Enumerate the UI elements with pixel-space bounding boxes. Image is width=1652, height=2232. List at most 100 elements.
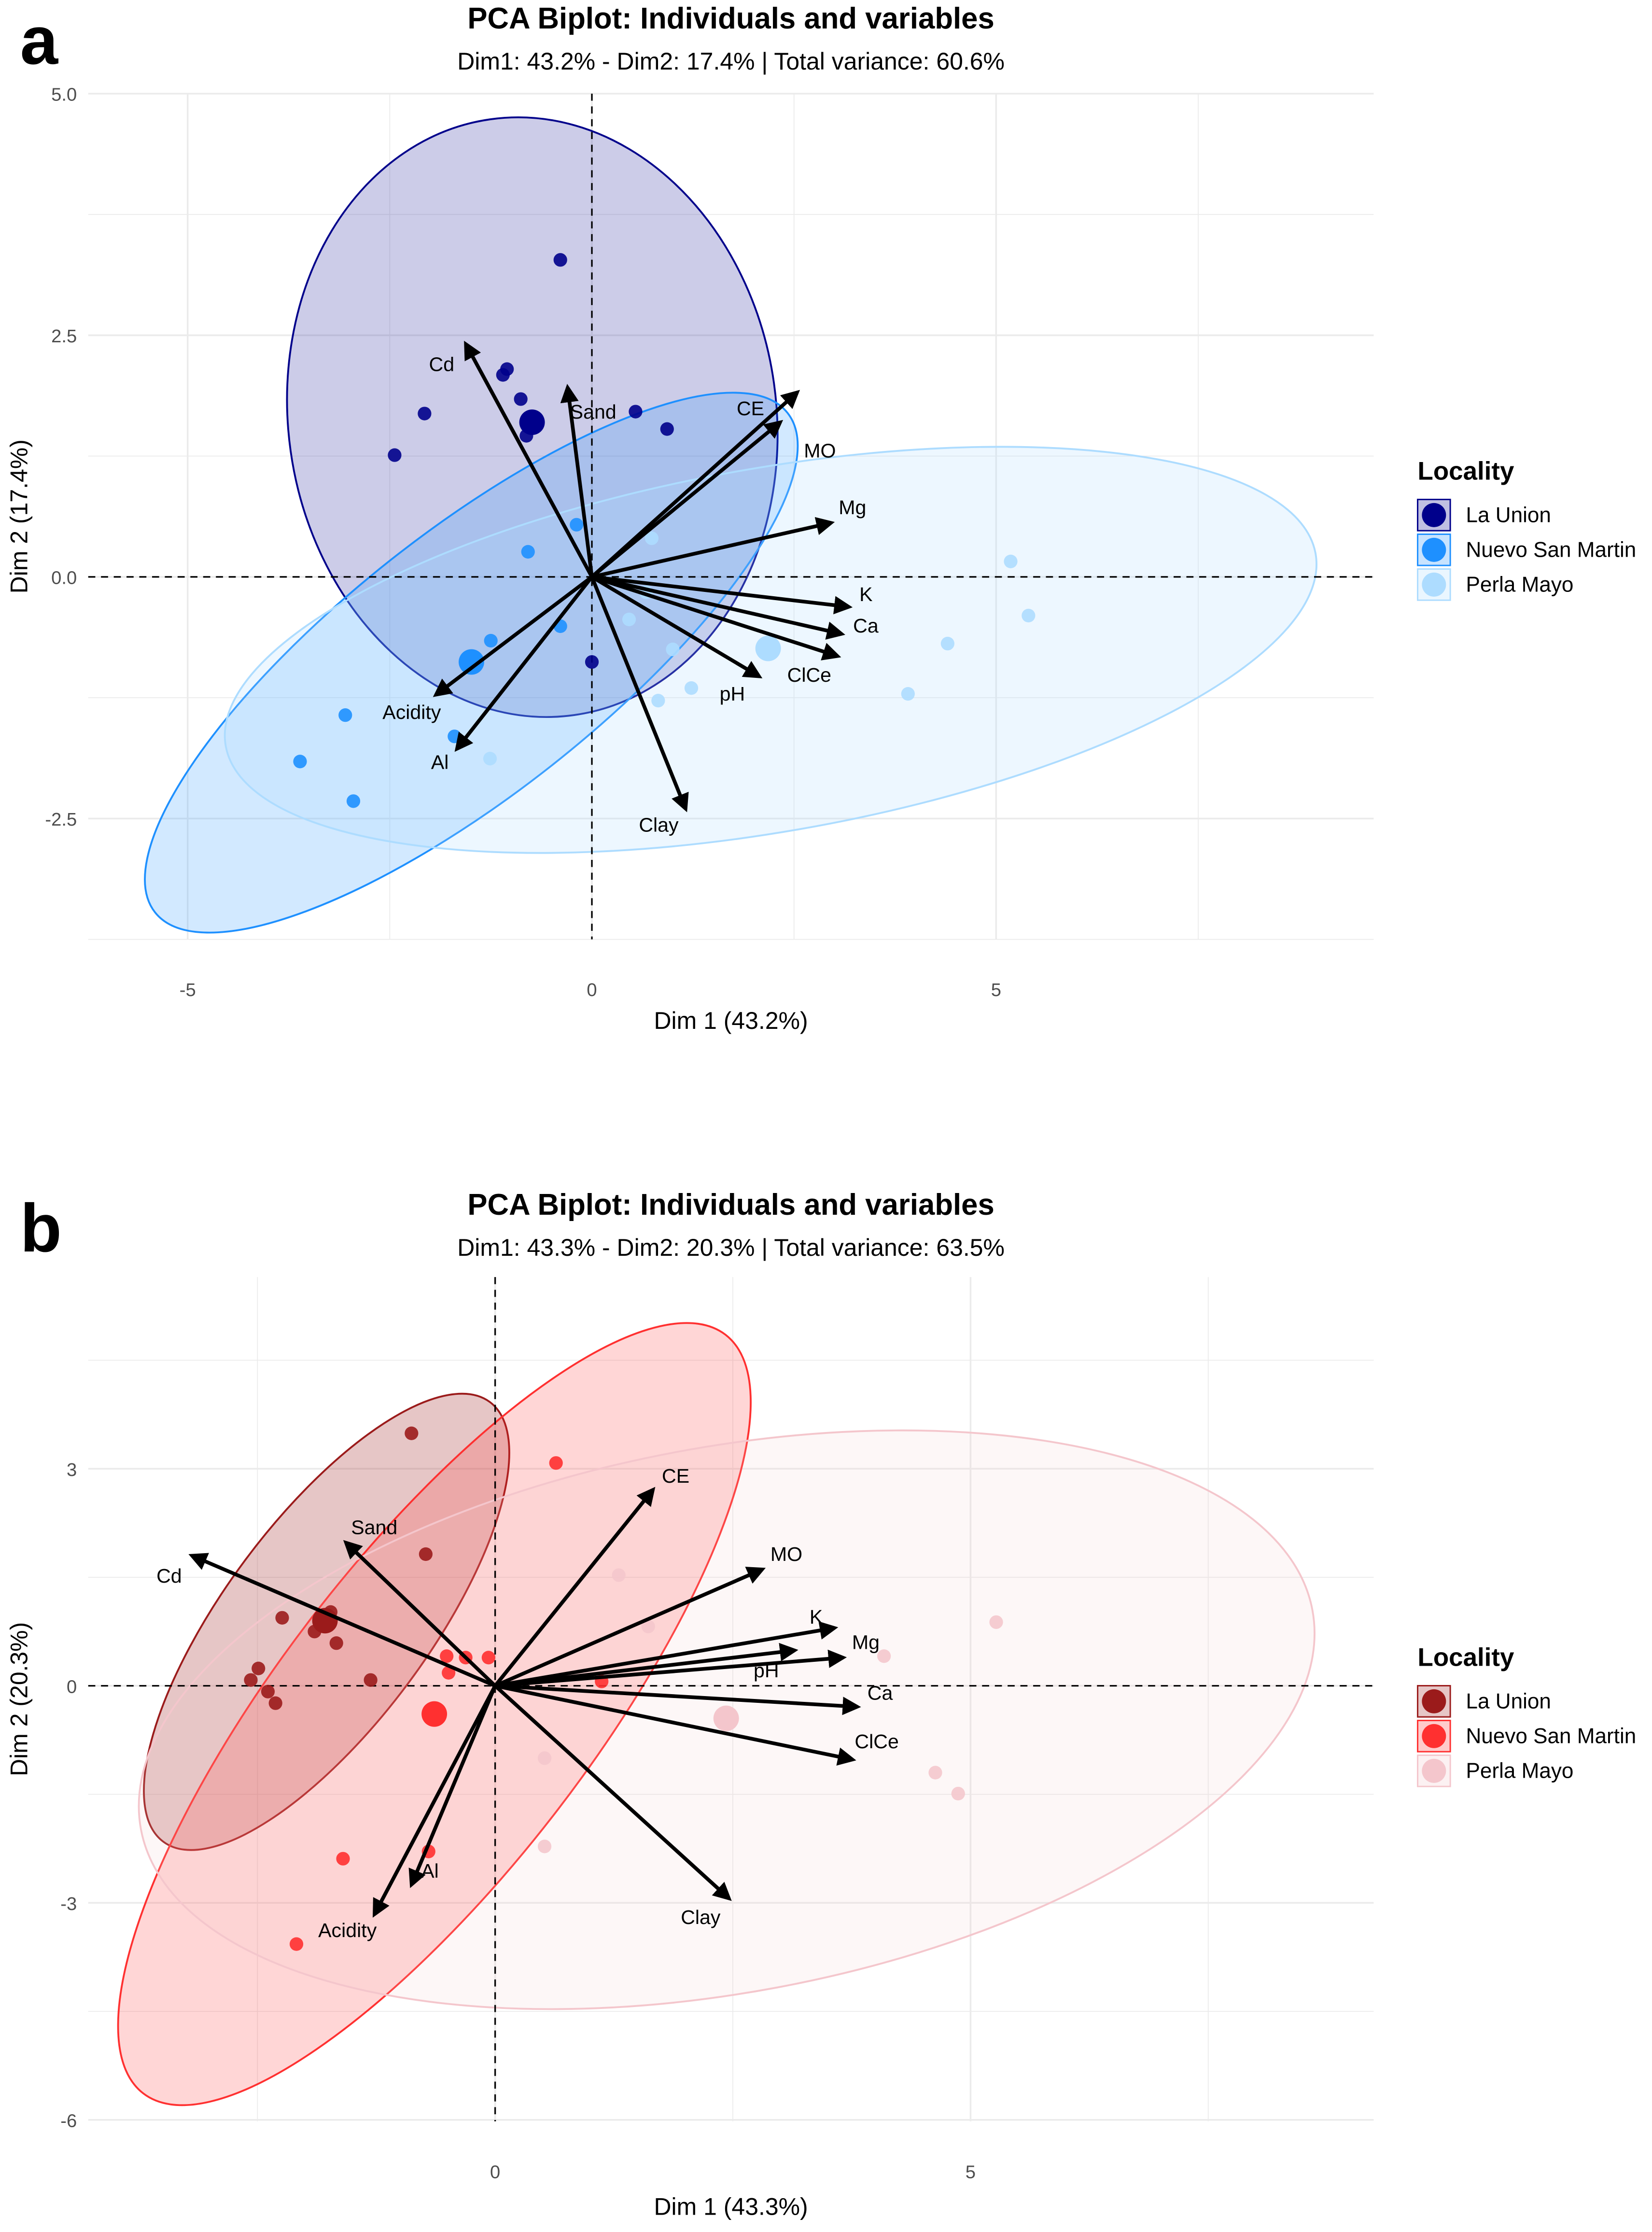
panel-label: b xyxy=(20,1190,62,1266)
legend-title: Locality xyxy=(1418,1643,1514,1671)
chart-title: PCA Biplot: Individuals and variables xyxy=(467,2,994,35)
data-point xyxy=(336,1852,350,1866)
data-point xyxy=(928,1766,942,1780)
variable-arrow xyxy=(494,1567,766,1688)
data-point xyxy=(346,794,361,808)
data-point xyxy=(364,1673,378,1687)
data-point xyxy=(553,253,567,267)
data-point xyxy=(514,392,528,406)
variable-label: Mg xyxy=(852,1631,880,1654)
legend-item-label: Perla Mayo xyxy=(1466,1759,1573,1783)
data-point xyxy=(666,642,680,657)
data-point xyxy=(537,1839,552,1853)
data-point xyxy=(293,755,307,769)
panel-a: Cd Sand CE MO Mg K Ca ClCe pH Clay Acidity Al -5 0 5 -2… xyxy=(5,2,1636,1034)
data-point xyxy=(244,1673,258,1687)
variable-arrow xyxy=(433,575,593,697)
y-tick-label: -3 xyxy=(60,1894,77,1914)
data-point xyxy=(440,1649,454,1663)
legend-key-point xyxy=(1422,572,1446,597)
y-tick-label: -6 xyxy=(60,2110,77,2131)
variable-arrow xyxy=(372,1685,497,1918)
variable-label: pH xyxy=(720,683,745,705)
data-point xyxy=(684,681,699,695)
variable-label: Clay xyxy=(681,1906,721,1928)
variable-arrow xyxy=(464,340,594,578)
data-point xyxy=(549,1456,563,1470)
group-centroid xyxy=(755,635,781,661)
variable-label: MO xyxy=(770,1543,802,1565)
legend-item-label: La Union xyxy=(1466,1690,1551,1713)
data-point xyxy=(268,1696,282,1710)
variable-arrow xyxy=(408,1685,497,1888)
x-tick-label: 5 xyxy=(966,2162,976,2182)
variable-arrow xyxy=(454,576,594,752)
y-axis-label: Dim 2 (20.3%) xyxy=(5,1622,32,1776)
variable-label: Ca xyxy=(868,1682,893,1704)
legend-key-point xyxy=(1422,503,1446,527)
legend-item-label: Nuevo San Martin xyxy=(1466,1725,1636,1748)
chart-title: PCA Biplot: Individuals and variables xyxy=(467,1188,994,1221)
data-point xyxy=(660,422,674,436)
data-point xyxy=(585,655,599,669)
variable-label: Cd xyxy=(156,1565,182,1587)
y-tick-label: -2.5 xyxy=(45,809,77,830)
variable-label: Al xyxy=(431,751,449,773)
data-point xyxy=(951,1786,965,1801)
variable-label: Clay xyxy=(639,814,679,836)
data-point xyxy=(1022,608,1036,623)
data-point xyxy=(388,448,402,462)
data-point xyxy=(629,405,643,419)
variable-arrow xyxy=(495,1642,798,1688)
variable-label: pH xyxy=(754,1659,779,1682)
variable-arrow xyxy=(493,1487,656,1687)
variable-arrow xyxy=(343,1540,497,1687)
variable-label: CE xyxy=(662,1465,689,1487)
legend-key-point xyxy=(1422,1758,1446,1783)
data-point xyxy=(570,518,584,532)
legend-item-label: Nuevo San Martin xyxy=(1466,538,1636,562)
legend-title: Locality xyxy=(1418,457,1514,485)
data-point xyxy=(289,1937,304,1951)
data-point xyxy=(940,636,955,651)
data-point xyxy=(521,545,535,559)
x-tick-label: 0 xyxy=(587,980,597,1000)
variable-arrow xyxy=(495,1621,839,1688)
variable-label: ClCe xyxy=(854,1730,898,1753)
variable-label: Acidity xyxy=(382,701,441,723)
x-axis-label: Dim 1 (43.3%) xyxy=(654,2193,808,2220)
data-point xyxy=(329,1636,343,1650)
data-point xyxy=(442,1666,456,1680)
data-point xyxy=(483,752,497,766)
variable-arrow xyxy=(591,575,853,615)
variable-label: K xyxy=(859,583,872,605)
data-point xyxy=(644,531,659,545)
variable-arrow xyxy=(495,1649,847,1688)
chart-subtitle: Dim1: 43.3% - Dim2: 20.3% | Total varian… xyxy=(457,1234,1005,1261)
x-tick-label: 5 xyxy=(991,980,1001,1000)
variable-arrow xyxy=(495,1684,861,1715)
group-centroid xyxy=(519,409,545,435)
legend-key-point xyxy=(1422,1689,1446,1713)
legend-item-label: La Union xyxy=(1466,504,1551,527)
data-point xyxy=(651,694,665,708)
data-point xyxy=(418,407,432,421)
data-point xyxy=(496,368,510,382)
variable-label: Acidity xyxy=(318,1919,377,1941)
group-centroid xyxy=(459,649,484,675)
variable-arrow xyxy=(591,575,841,660)
data-point xyxy=(419,1547,433,1561)
variable-label: CE xyxy=(737,397,764,420)
data-point xyxy=(338,708,352,722)
data-point xyxy=(537,1751,552,1765)
variable-label: Sand xyxy=(570,401,616,423)
legend: Locality La Union Nuevo San Martin Perla Ma… xyxy=(1417,457,1636,601)
data-point xyxy=(275,1611,289,1625)
variable-label: Mg xyxy=(839,496,866,519)
data-point xyxy=(484,633,498,648)
variable-label: Sand xyxy=(351,1516,397,1538)
y-tick-label: 3 xyxy=(67,1460,77,1480)
variable-label: ClCe xyxy=(787,664,831,686)
panel-b: CE MO K Mg pH Ca ClCe Clay Al Acidity Cd Sand 0 5 -6 -3… xyxy=(5,1188,1636,2220)
y-axis-label: Dim 2 (17.4%) xyxy=(5,439,32,593)
